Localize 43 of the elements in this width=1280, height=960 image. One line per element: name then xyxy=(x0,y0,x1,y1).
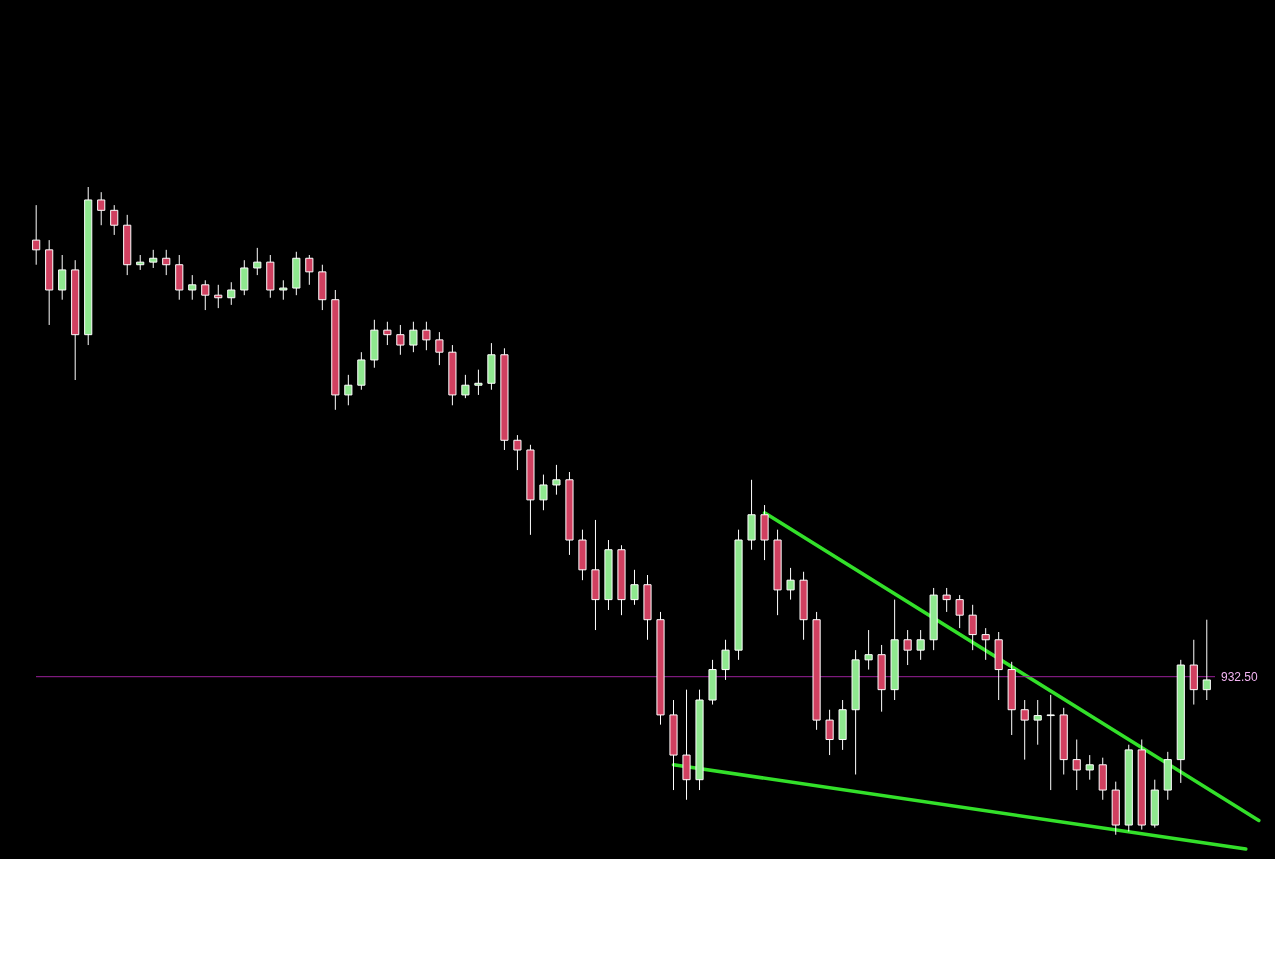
candlestick xyxy=(864,629,873,671)
candlestick xyxy=(786,567,795,601)
candlestick xyxy=(409,321,418,353)
candlestick xyxy=(1020,699,1029,761)
candlestick xyxy=(279,279,288,301)
candlestick xyxy=(1046,694,1055,791)
candlestick xyxy=(825,709,834,756)
candlestick xyxy=(539,474,548,511)
candlestick xyxy=(58,254,67,301)
candlestick xyxy=(214,284,223,309)
candlestick xyxy=(110,204,119,236)
candlestick xyxy=(32,204,41,266)
candlestick xyxy=(201,279,210,311)
candlestick xyxy=(240,259,249,296)
candlestick xyxy=(981,627,990,661)
candlestick xyxy=(344,374,353,406)
candlestick xyxy=(396,324,405,356)
candlestick xyxy=(1072,739,1081,791)
candlestick xyxy=(630,569,639,606)
candlestick xyxy=(474,369,483,396)
candlestick xyxy=(942,587,951,613)
candlestick xyxy=(903,629,912,666)
candlestick xyxy=(461,374,470,399)
candlestick xyxy=(513,434,522,471)
candlestick xyxy=(916,629,925,661)
annotation: 932.50 xyxy=(1221,669,1259,684)
candlestick xyxy=(305,254,314,286)
candlestick xyxy=(227,281,236,306)
candlestick xyxy=(435,331,444,366)
candlestick xyxy=(422,321,431,351)
candlestick xyxy=(188,274,197,301)
candlestick xyxy=(721,639,730,681)
candlestick xyxy=(97,191,106,226)
candlestick xyxy=(1085,754,1094,781)
candlestick xyxy=(149,249,158,269)
candlestick xyxy=(383,321,392,346)
candlestick xyxy=(552,464,561,496)
candlestick xyxy=(1033,699,1042,746)
candlestick xyxy=(968,604,977,651)
candlestick xyxy=(955,594,964,629)
candlestick xyxy=(162,249,171,276)
candlestick xyxy=(253,247,262,276)
candlestick xyxy=(1202,619,1211,701)
